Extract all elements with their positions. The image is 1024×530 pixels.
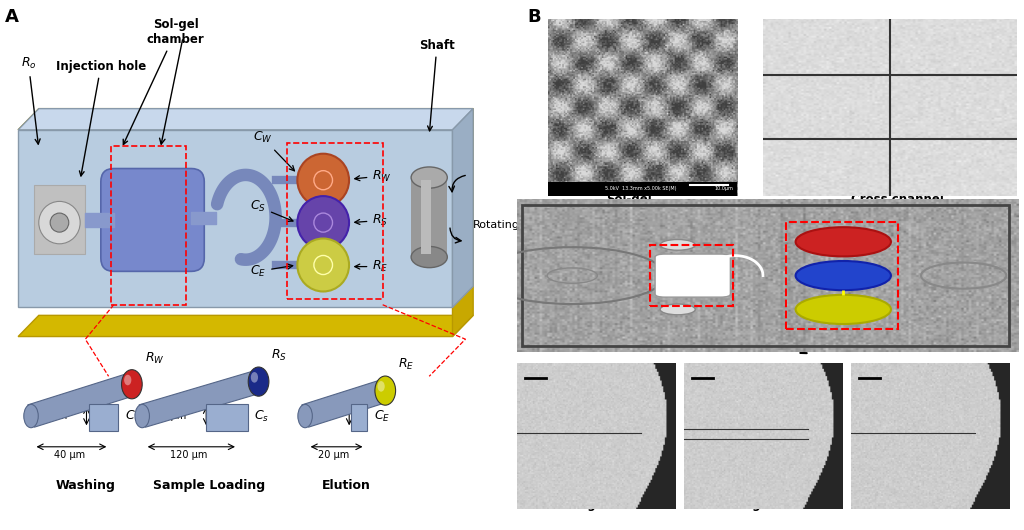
Ellipse shape xyxy=(378,381,385,392)
Text: 50 μm: 50 μm xyxy=(36,411,67,421)
Bar xyxy=(411,178,447,257)
Bar xyxy=(206,404,248,431)
Text: Sol-gel: Sol-gel xyxy=(606,193,651,207)
Text: $R_E$: $R_E$ xyxy=(354,259,388,274)
Polygon shape xyxy=(453,109,473,307)
Circle shape xyxy=(50,213,69,232)
Text: Elution: Elution xyxy=(322,479,371,492)
Circle shape xyxy=(297,238,349,292)
Text: $C_s$: $C_s$ xyxy=(254,409,269,423)
Ellipse shape xyxy=(24,404,38,428)
Text: Cross channel: Cross channel xyxy=(851,193,944,207)
Bar xyxy=(88,404,119,431)
Text: 50 μm: 50 μm xyxy=(156,411,186,421)
Polygon shape xyxy=(28,373,135,427)
Bar xyxy=(112,146,186,305)
Circle shape xyxy=(796,261,891,290)
FancyBboxPatch shape xyxy=(655,254,730,297)
Text: $C_W$: $C_W$ xyxy=(253,130,295,171)
Text: Rotating: Rotating xyxy=(473,220,520,230)
Bar xyxy=(287,143,383,299)
Polygon shape xyxy=(18,109,473,130)
Circle shape xyxy=(796,295,891,324)
Text: $R_W$: $R_W$ xyxy=(144,351,165,366)
Polygon shape xyxy=(18,109,473,130)
Text: B: B xyxy=(527,8,541,26)
Text: $R_S$: $R_S$ xyxy=(271,348,288,364)
Bar xyxy=(422,180,431,254)
Text: 20 μm: 20 μm xyxy=(318,450,349,461)
Text: $C_S$: $C_S$ xyxy=(250,199,293,222)
Ellipse shape xyxy=(298,404,312,428)
Bar xyxy=(650,245,733,306)
Ellipse shape xyxy=(124,375,131,385)
Text: $R_S$: $R_S$ xyxy=(354,213,388,228)
Ellipse shape xyxy=(375,376,395,405)
Polygon shape xyxy=(453,109,473,337)
Circle shape xyxy=(796,227,891,257)
Text: $C_E$: $C_E$ xyxy=(374,409,390,423)
Text: $C_E$: $C_E$ xyxy=(250,264,293,279)
Ellipse shape xyxy=(122,370,142,399)
Text: 50 μm: 50 μm xyxy=(298,411,330,421)
Text: $C_W$: $C_W$ xyxy=(125,409,144,423)
Text: Elution: Elution xyxy=(880,498,926,511)
Circle shape xyxy=(297,154,349,207)
Ellipse shape xyxy=(135,404,150,428)
Polygon shape xyxy=(18,315,473,337)
Polygon shape xyxy=(139,370,262,427)
Bar xyxy=(351,404,368,431)
Ellipse shape xyxy=(411,246,447,268)
Text: 120 μm: 120 μm xyxy=(170,450,208,461)
Text: Washing: Washing xyxy=(540,498,596,511)
Circle shape xyxy=(660,240,695,250)
Circle shape xyxy=(660,304,695,315)
Circle shape xyxy=(297,196,349,249)
Ellipse shape xyxy=(248,367,269,396)
Circle shape xyxy=(39,201,80,244)
Bar xyxy=(548,182,737,196)
Bar xyxy=(34,186,85,254)
Text: $R_E$: $R_E$ xyxy=(398,357,415,373)
Ellipse shape xyxy=(251,372,258,383)
Ellipse shape xyxy=(411,167,447,188)
Text: Injection hole: Injection hole xyxy=(55,60,146,176)
Text: Sample Loading: Sample Loading xyxy=(154,479,265,492)
Bar xyxy=(18,130,453,307)
Text: $R_W$: $R_W$ xyxy=(354,169,392,183)
Text: 40 μm: 40 μm xyxy=(54,450,85,461)
Text: $R_o$: $R_o$ xyxy=(20,56,40,144)
Bar xyxy=(785,222,898,329)
Text: Sample
Loading: Sample Loading xyxy=(709,483,762,511)
Text: 5.0kV  13.3mm x5.00k SE(M): 5.0kV 13.3mm x5.00k SE(M) xyxy=(604,187,676,191)
Text: 10.0μm: 10.0μm xyxy=(715,187,733,191)
FancyBboxPatch shape xyxy=(100,169,204,271)
Text: Washing: Washing xyxy=(55,479,116,492)
Text: Sol-gel
chamber: Sol-gel chamber xyxy=(123,18,205,145)
Text: A: A xyxy=(5,8,19,26)
Polygon shape xyxy=(302,379,389,427)
Text: Shaft: Shaft xyxy=(419,39,455,131)
